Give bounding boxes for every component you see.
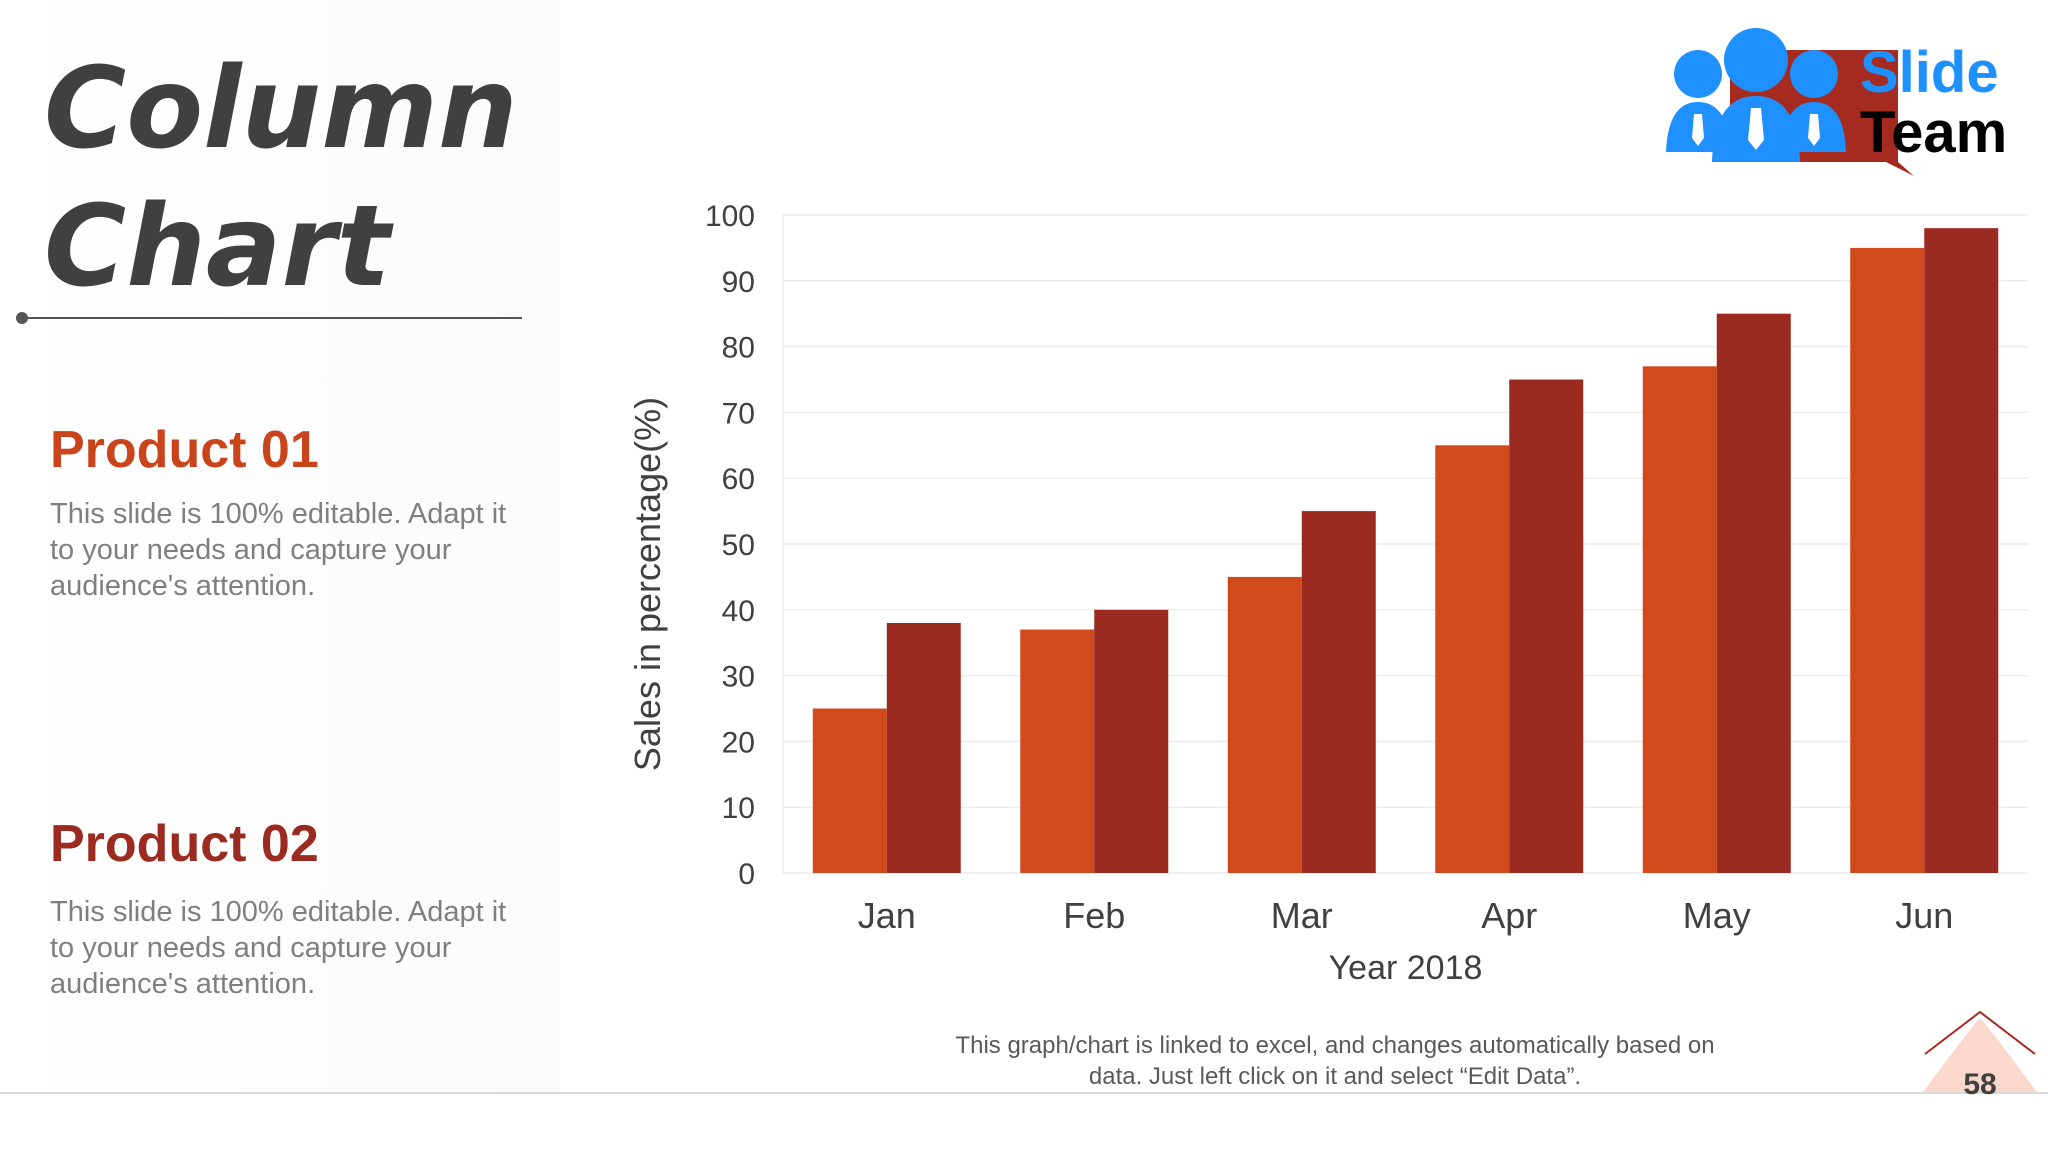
bar [1301, 511, 1376, 873]
y-tick-label: 10 [722, 792, 755, 825]
slide-team-logo: Slide Team [1666, 28, 2007, 176]
product-01-description: This slide is 100% editable. Adapt it to… [50, 498, 507, 602]
chart-footnote: This graph/chart is linked to excel, and… [900, 1030, 1770, 1092]
bar [1094, 609, 1169, 873]
bottom-strip [0, 1092, 2048, 1154]
x-tick-label: Mar [1271, 895, 1333, 936]
logo-person-center-head [1724, 28, 1788, 92]
x-axis-label: Year 2018 [1329, 949, 1483, 987]
product-02-heading: Product 02 [50, 815, 319, 873]
left-panel [0, 0, 560, 1092]
logo-tie-right [1808, 114, 1820, 146]
page-number-badge [1923, 1010, 2037, 1092]
column-chart[interactable]: 0 10 20 30 40 50 60 70 80 90 100 Jan Feb Mar Apr May Jun… [600, 180, 2048, 1010]
bar [1509, 379, 1584, 873]
slide-title: Column Chart [44, 40, 544, 316]
y-tick-label: 60 [722, 463, 755, 496]
slide: Column Chart Product 01 This slide is 10… [0, 0, 2048, 1092]
x-tick-label: Feb [1063, 895, 1125, 936]
y-tick-label: 40 [722, 595, 755, 628]
y-tick-label: 50 [722, 529, 755, 562]
bar [1020, 629, 1095, 873]
footnote-line-2: data. Just left click on it and select “… [1088, 1063, 1582, 1090]
footnote-line-1: This graph/chart is linked to excel, and… [955, 1032, 1715, 1059]
bar [886, 622, 961, 873]
logo-person-right-head [1790, 50, 1838, 98]
y-tick-label: 70 [722, 397, 755, 430]
bar [1227, 576, 1302, 873]
logo-text-slide: Slide [1860, 40, 1999, 105]
page-number: 58 [1963, 1068, 1997, 1101]
product-02-description: This slide is 100% editable. Adapt it to… [50, 896, 507, 1000]
people-with-ties-icon [1666, 28, 1914, 176]
bar [1716, 313, 1791, 873]
logo-tie-center [1748, 108, 1764, 150]
x-tick-label: Jan [858, 895, 916, 936]
logo-person-left-head [1674, 50, 1722, 98]
product-01-heading: Product 01 [50, 421, 319, 479]
title-divider [22, 317, 522, 319]
logo-tie-left [1692, 114, 1704, 146]
y-axis-label: Sales in percentage(%) [627, 397, 668, 771]
bar [1850, 247, 1925, 873]
x-tick-label: Apr [1481, 895, 1537, 936]
bar [1435, 445, 1510, 873]
page-badge-shape [1923, 1018, 2037, 1092]
logo-text-team: Team [1860, 100, 2007, 165]
x-tick-label: May [1683, 895, 1751, 936]
y-tick-label: 20 [722, 726, 755, 759]
bar [812, 708, 887, 873]
y-tick-label: 100 [705, 200, 755, 233]
y-tick-label: 90 [722, 266, 755, 299]
y-tick-label: 0 [738, 858, 755, 891]
y-tick-label: 80 [722, 332, 755, 365]
title-line-2: Chart [44, 182, 391, 312]
y-tick-label: 30 [722, 661, 755, 694]
bar [1924, 228, 1999, 873]
x-tick-label: Jun [1895, 895, 1953, 936]
bar [1642, 366, 1717, 873]
page-badge-chevron [1924, 1010, 2036, 1055]
title-line-1: Column [44, 44, 518, 174]
